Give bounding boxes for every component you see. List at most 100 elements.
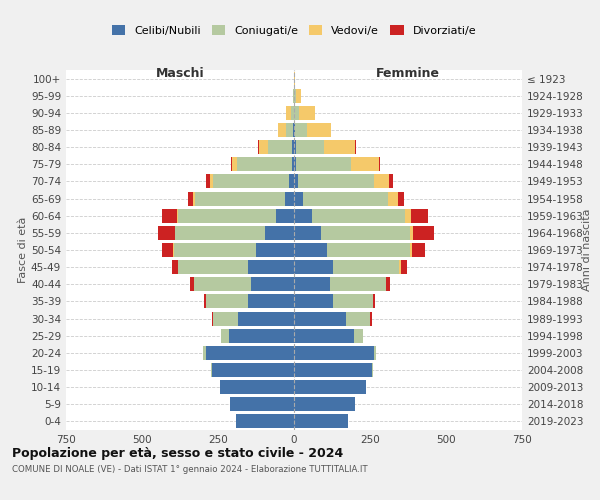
- Bar: [373, 294, 374, 308]
- Bar: [294, 158, 296, 172]
- Bar: [205, 294, 206, 308]
- Bar: [173, 243, 174, 257]
- Bar: [195, 192, 285, 205]
- Bar: [294, 140, 296, 154]
- Bar: [294, 106, 299, 120]
- Bar: [374, 346, 376, 360]
- Bar: [294, 346, 374, 360]
- Bar: [294, 260, 333, 274]
- Bar: [294, 123, 295, 137]
- Text: COMUNE DI NOALE (VE) - Dati ISTAT 1° gennaio 2024 - Elaborazione TUTTITALIA.IT: COMUNE DI NOALE (VE) - Dati ISTAT 1° gen…: [12, 466, 368, 474]
- Text: Maschi: Maschi: [155, 66, 205, 80]
- Bar: [236, 414, 294, 428]
- Bar: [291, 106, 294, 120]
- Bar: [294, 72, 295, 86]
- Text: Femmine: Femmine: [376, 66, 440, 80]
- Bar: [293, 88, 294, 102]
- Bar: [248, 294, 294, 308]
- Bar: [172, 260, 178, 274]
- Bar: [399, 260, 401, 274]
- Bar: [232, 158, 237, 172]
- Bar: [294, 294, 333, 308]
- Bar: [294, 88, 296, 102]
- Bar: [211, 174, 214, 188]
- Bar: [214, 312, 238, 326]
- Bar: [211, 363, 212, 377]
- Bar: [321, 226, 410, 240]
- Bar: [238, 312, 294, 326]
- Bar: [412, 208, 428, 222]
- Bar: [296, 88, 301, 102]
- Bar: [162, 208, 177, 222]
- Bar: [285, 192, 294, 205]
- Bar: [278, 123, 286, 137]
- Bar: [276, 208, 294, 222]
- Y-axis label: Fasce di età: Fasce di età: [18, 217, 28, 283]
- Bar: [389, 174, 393, 188]
- Bar: [162, 243, 173, 257]
- Bar: [248, 260, 294, 274]
- Bar: [370, 312, 371, 326]
- Bar: [302, 192, 388, 205]
- Bar: [388, 192, 398, 205]
- Bar: [188, 192, 193, 205]
- Bar: [174, 243, 256, 257]
- Legend: Celibi/Nubili, Coniugati/e, Vedovi/e, Divorziati/e: Celibi/Nubili, Coniugati/e, Vedovi/e, Di…: [109, 22, 479, 39]
- Bar: [410, 226, 413, 240]
- Bar: [413, 226, 434, 240]
- Bar: [294, 380, 367, 394]
- Bar: [294, 243, 327, 257]
- Bar: [333, 260, 399, 274]
- Bar: [355, 140, 356, 154]
- Bar: [325, 140, 355, 154]
- Bar: [401, 260, 407, 274]
- Bar: [311, 208, 405, 222]
- Bar: [286, 123, 293, 137]
- Bar: [374, 174, 389, 188]
- Bar: [294, 278, 331, 291]
- Bar: [379, 158, 380, 172]
- Bar: [206, 294, 248, 308]
- Bar: [293, 123, 294, 137]
- Bar: [333, 294, 373, 308]
- Bar: [294, 414, 348, 428]
- Bar: [296, 140, 325, 154]
- Bar: [410, 243, 412, 257]
- Y-axis label: Anni di nascita: Anni di nascita: [582, 209, 592, 291]
- Bar: [292, 158, 294, 172]
- Bar: [294, 226, 321, 240]
- Bar: [203, 346, 206, 360]
- Bar: [294, 312, 346, 326]
- Bar: [296, 158, 351, 172]
- Bar: [268, 140, 292, 154]
- Bar: [178, 260, 248, 274]
- Bar: [298, 174, 374, 188]
- Bar: [178, 208, 276, 222]
- Bar: [405, 208, 412, 222]
- Bar: [177, 208, 178, 222]
- Bar: [294, 174, 298, 188]
- Bar: [307, 123, 331, 137]
- Bar: [351, 158, 379, 172]
- Bar: [294, 398, 355, 411]
- Bar: [212, 312, 214, 326]
- Bar: [294, 328, 354, 342]
- Bar: [251, 278, 294, 291]
- Text: Popolazione per età, sesso e stato civile - 2024: Popolazione per età, sesso e stato civil…: [12, 448, 343, 460]
- Bar: [294, 363, 373, 377]
- Bar: [327, 243, 410, 257]
- Bar: [412, 243, 425, 257]
- Bar: [294, 192, 302, 205]
- Bar: [230, 398, 294, 411]
- Bar: [220, 380, 294, 394]
- Bar: [206, 174, 211, 188]
- Bar: [292, 140, 294, 154]
- Bar: [206, 346, 294, 360]
- Bar: [194, 278, 251, 291]
- Bar: [354, 328, 363, 342]
- Bar: [237, 158, 292, 172]
- Bar: [231, 158, 232, 172]
- Bar: [221, 328, 229, 342]
- Bar: [257, 140, 259, 154]
- Bar: [346, 312, 370, 326]
